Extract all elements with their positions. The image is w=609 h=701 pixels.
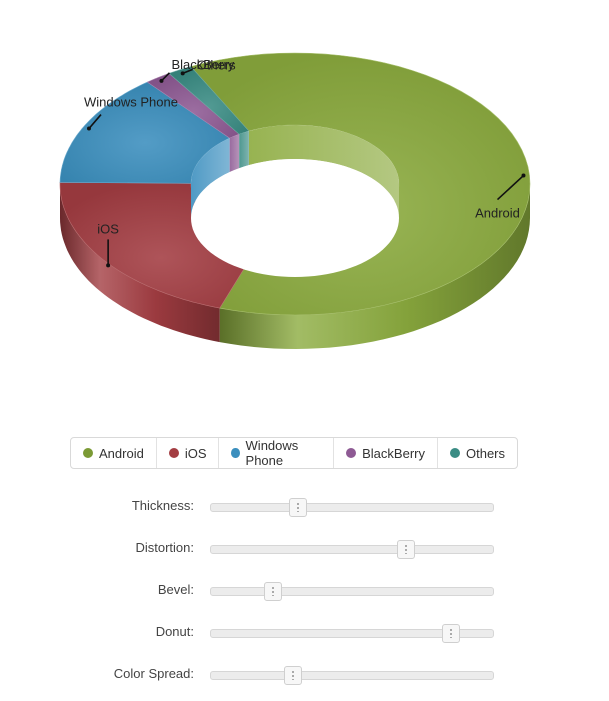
callout-label-windows-phone: Windows Phone [84,95,178,110]
color-spread-control: Color Spread: [0,661,609,687]
slice-inner-windows-phone [191,138,230,218]
grip-icon [272,587,275,596]
slice-inner-android [248,125,399,218]
legend-label-others: Others [465,445,505,461]
donut-control: Donut: [0,619,609,645]
donut-slider-handle[interactable] [441,624,460,643]
legend-swatch-android [83,448,93,458]
bevel-label: Bevel: [157,582,194,597]
legend-label-ios: iOS [184,445,207,461]
callout-dot-windows-phone [86,126,91,131]
slice-side-ios [60,184,220,343]
legend-swatch-windows-phone [231,448,240,458]
legend-swatch-others [449,448,460,458]
callout-line-android [496,174,525,201]
legend-item-others[interactable]: Others [438,438,517,468]
grip-icon [404,545,407,554]
legend-label-windows-phone: Windows Phone [245,438,299,468]
callout-dot-android [521,173,526,178]
thickness-slider[interactable] [210,498,494,517]
callout-label-blackberry: BlackBerry [171,57,234,72]
chart-legend: Android iOS Windows Phone BlackBerry Oth… [70,437,518,469]
legend-item-android[interactable]: Android [71,438,157,468]
grip-icon [291,671,294,680]
legend-item-blackberry[interactable]: BlackBerry [334,438,438,468]
slice-inner-blackberry [229,134,240,173]
callout-line-windows-phone [88,114,102,130]
donut-label: Donut: [155,624,194,639]
legend-item-windows-phone[interactable]: Windows Phone [219,438,335,468]
thickness-label: Thickness: [131,498,194,513]
grip-icon [449,629,452,638]
callout-label-ios: iOS [97,221,119,236]
chart-sides [60,184,530,349]
legend-swatch-blackberry [346,448,357,458]
distortion-slider-handle[interactable] [396,540,415,559]
distortion-control: Distortion: [0,535,609,561]
color-spread-slider-handle[interactable] [283,666,302,685]
callout-label-android: Android [475,206,520,221]
legend-label-android: Android [99,445,144,461]
callout-dot-ios [106,263,111,268]
slice-side-android [219,184,530,349]
callout-dot-others [180,71,185,76]
color-spread-label: Color Spread: [113,666,194,681]
callout-dot-blackberry [159,78,164,83]
chart-inner-walls [191,125,399,277]
bevel-slider-handle[interactable] [264,582,283,601]
callout-label-others: Others [197,57,237,72]
distortion-label: Distortion: [135,540,194,555]
thickness-slider-handle[interactable] [289,498,308,517]
donut-slider[interactable] [210,624,494,643]
donut-hole-floor [191,159,399,277]
bevel-slider[interactable] [210,582,494,601]
grip-icon [297,503,300,512]
bevel-control: Bevel: [0,577,609,603]
distortion-slider[interactable] [210,540,494,559]
color-spread-slider[interactable] [210,666,494,685]
slice-inner-others [239,131,249,169]
legend-swatch-ios [168,448,179,458]
thickness-control: Thickness: [0,493,609,519]
legend-item-ios[interactable]: iOS [157,438,220,468]
legend-label-blackberry: BlackBerry [362,445,425,461]
